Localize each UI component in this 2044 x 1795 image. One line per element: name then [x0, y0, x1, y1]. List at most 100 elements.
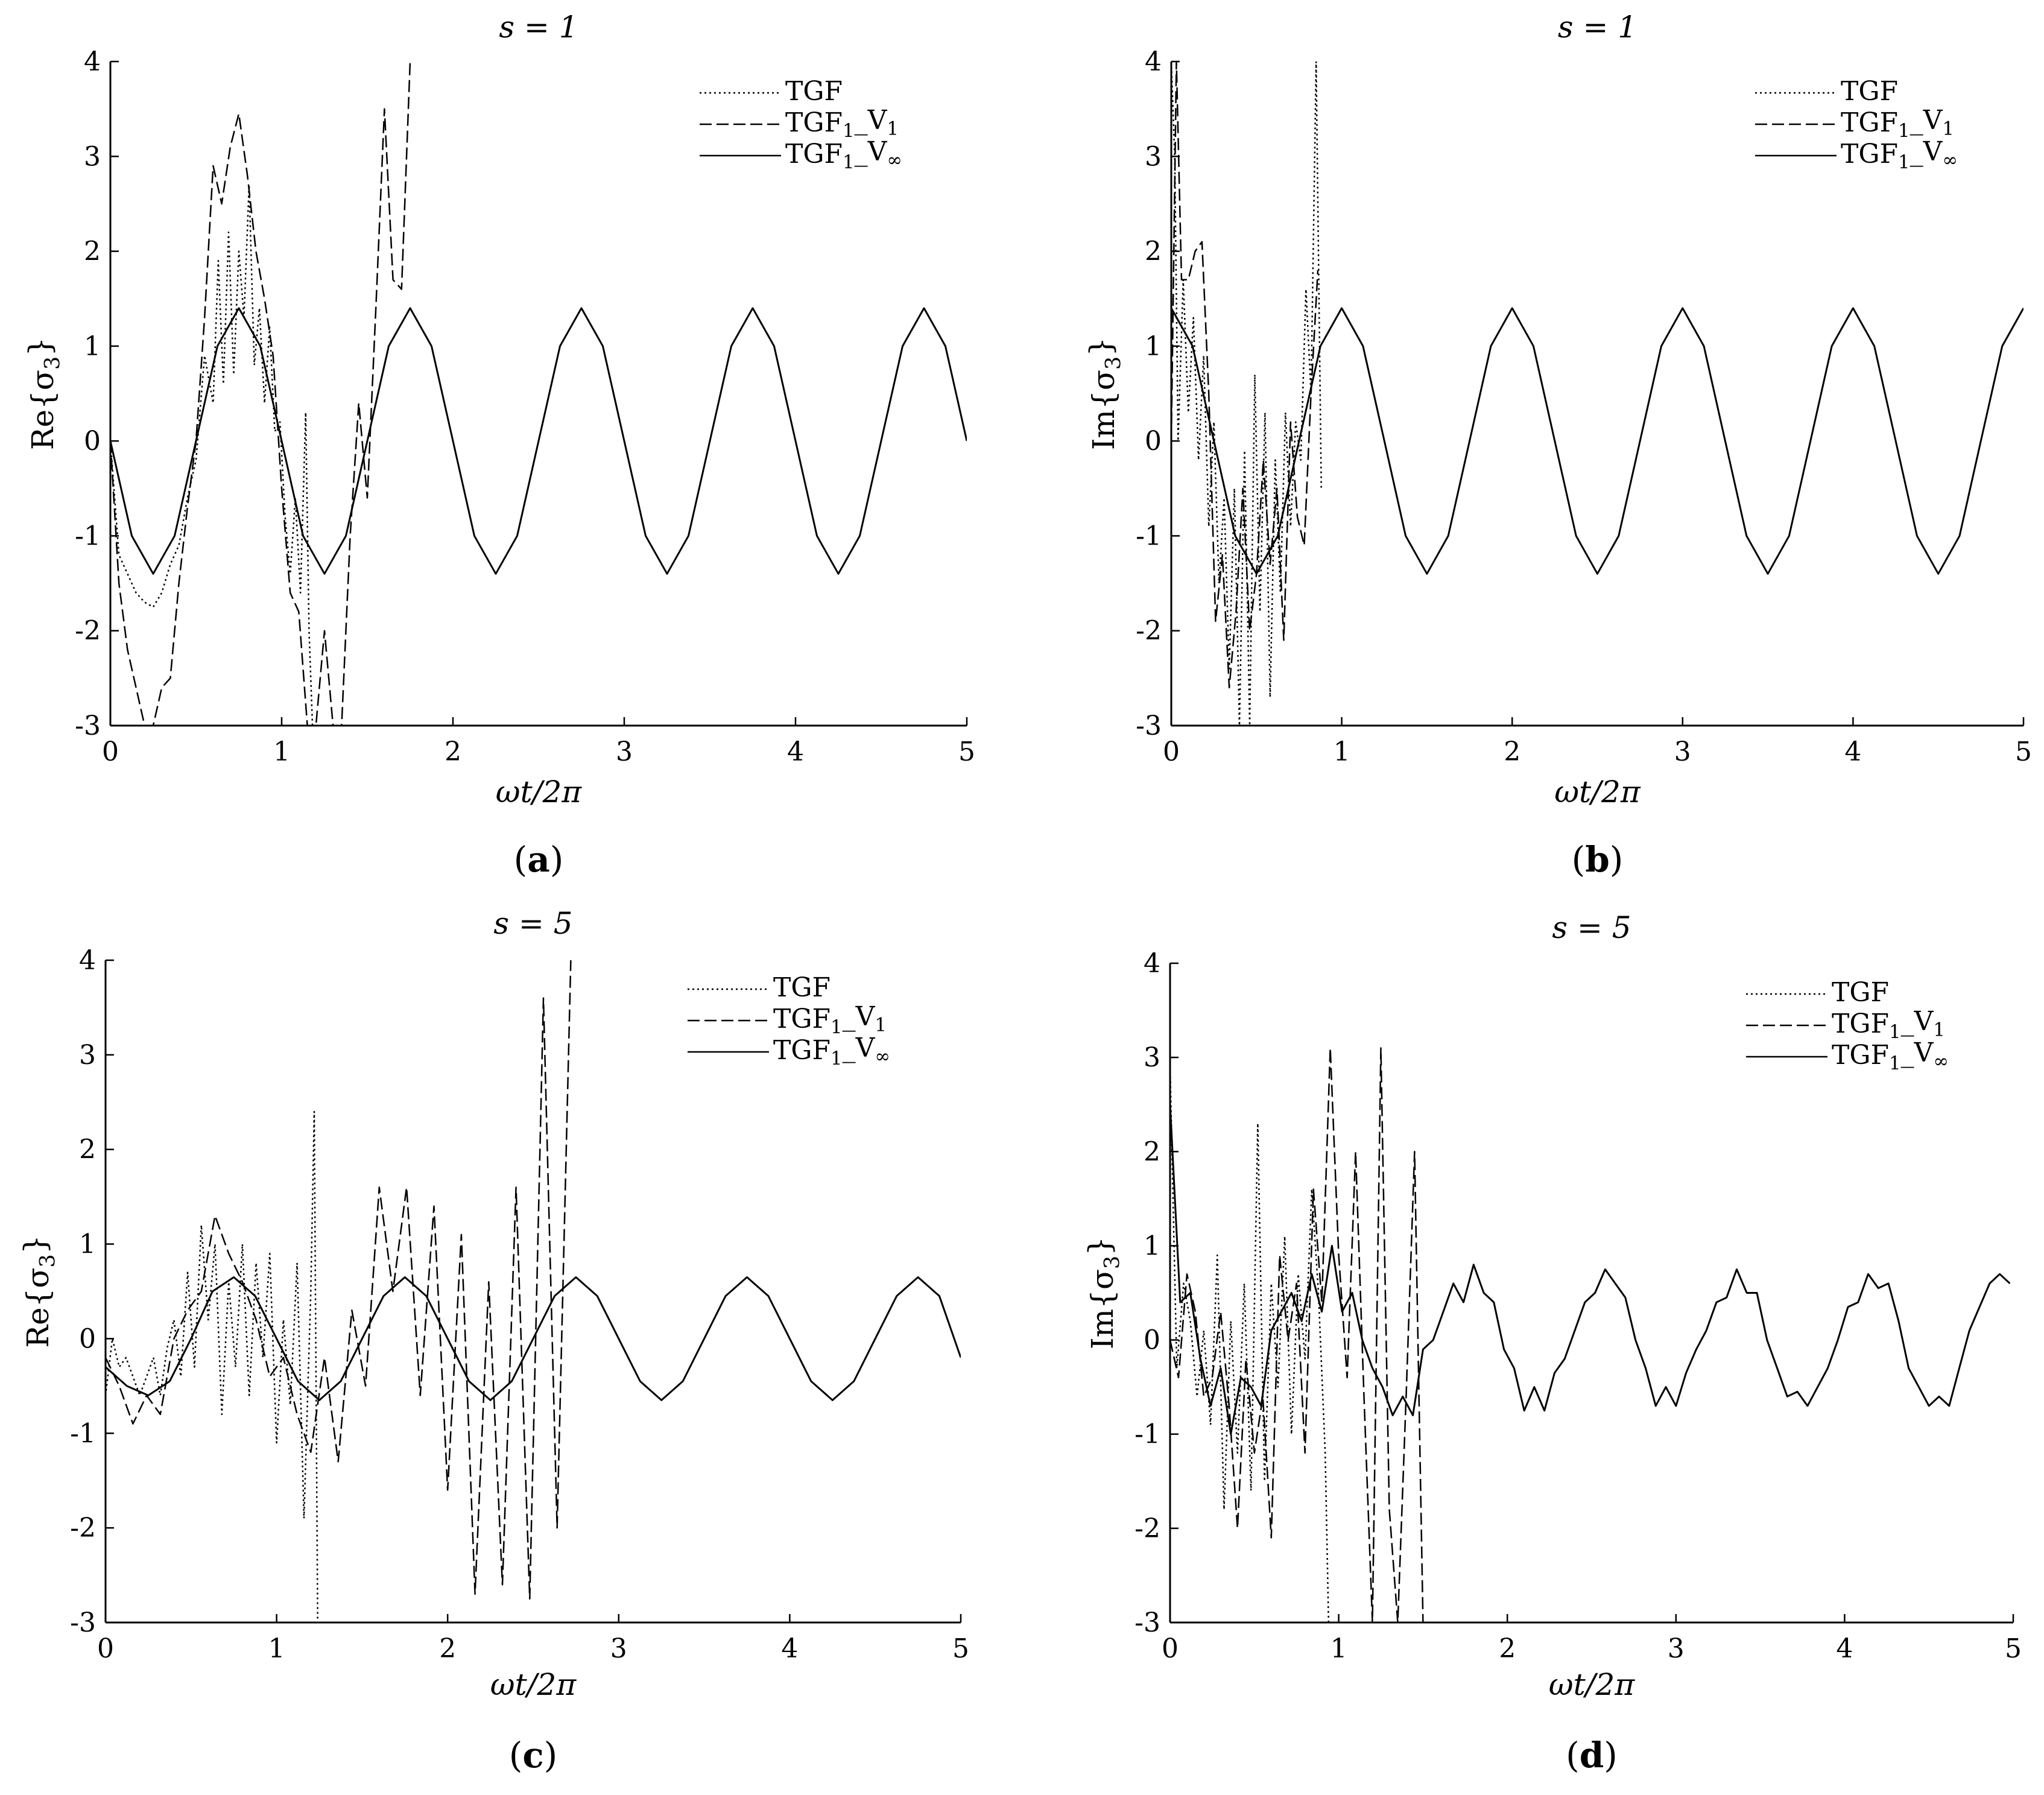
panel-label: (d): [1566, 1735, 1618, 1776]
panel-label: (a): [514, 839, 564, 880]
data-point: [1908, 1368, 1909, 1369]
y-tick-label: 2: [79, 1135, 96, 1165]
data-point: [452, 441, 453, 442]
y-tick-label: 3: [84, 141, 101, 172]
data-point: [1645, 1368, 1646, 1369]
series-line-dashed: [1171, 62, 1319, 689]
x-tick-label: 0: [1163, 736, 1180, 767]
y-axis-label: Re{σ3}: [18, 1235, 60, 1347]
data-point: [249, 1395, 250, 1396]
data-point: [1807, 1405, 1808, 1406]
series-group: [106, 960, 961, 1622]
x-tick-label: 0: [97, 1633, 114, 1664]
data-point: [661, 1400, 662, 1401]
panel-label: (c): [509, 1735, 558, 1776]
data-point: [262, 1357, 263, 1358]
x-axis-label: ωt/2π: [1549, 1667, 1636, 1702]
data-point: [1174, 156, 1175, 157]
data-point: [1544, 1410, 1545, 1411]
data-point: [1245, 1358, 1246, 1359]
data-point: [213, 165, 214, 166]
data-point: [1220, 1311, 1221, 1312]
y-tick-label: 0: [84, 426, 101, 457]
y-tick-label: -2: [70, 1513, 96, 1543]
series-line-solid: [1170, 1104, 2011, 1436]
data-point: [1254, 1452, 1255, 1453]
data-point: [204, 317, 205, 318]
legend-label: TGF1_V∞: [1841, 136, 1958, 173]
data-point: [960, 1357, 961, 1358]
data-point: [1847, 1306, 1848, 1307]
x-tick-label: 3: [616, 736, 633, 767]
x-tick-label: 1: [1330, 1633, 1347, 1664]
data-point: [490, 1400, 491, 1401]
data-point: [1190, 1321, 1191, 1322]
data-point: [1203, 355, 1204, 356]
legend-label: TGF: [1841, 76, 1898, 107]
data-point: [305, 412, 306, 413]
y-axis-label: Re{σ3}: [23, 337, 65, 450]
data-point: [1414, 1151, 1415, 1152]
data-point: [153, 1357, 154, 1358]
data-point: [1810, 441, 1811, 442]
data-point: [144, 602, 145, 603]
legend-label: TGF: [1832, 977, 1889, 1008]
x-tick-label: 3: [610, 1633, 627, 1664]
data-point: [1342, 1311, 1343, 1312]
y-tick-label: -2: [75, 616, 101, 647]
panel-label: (b): [1572, 839, 1624, 880]
data-point: [1827, 1368, 1828, 1369]
data-point: [1372, 1368, 1373, 1369]
series-line-dotted: [110, 184, 314, 726]
y-tick-label: -1: [1136, 521, 1162, 551]
data-point: [1297, 516, 1298, 517]
data-point: [1234, 488, 1235, 489]
legend-label: TGF1_V∞: [773, 1033, 890, 1069]
y-tick-label: 1: [79, 1229, 96, 1260]
data-point: [1183, 1283, 1184, 1284]
data-point: [1605, 1269, 1606, 1270]
data-point: [358, 403, 359, 404]
data-point: [238, 113, 239, 114]
data-point: [1178, 1377, 1179, 1378]
legend-label: TGF1_V∞: [1832, 1037, 1949, 1074]
x-tick-label: 2: [445, 736, 461, 767]
data-point: [233, 374, 234, 375]
series-group: [1171, 62, 2023, 726]
data-point: [1959, 1368, 1960, 1369]
x-tick-label: 4: [1836, 1633, 1853, 1664]
x-axis-label: ωt/2π: [496, 774, 583, 809]
data-point: [1283, 640, 1284, 641]
y-tick-label: -3: [75, 711, 101, 741]
data-point: [1473, 1264, 1474, 1265]
data-point: [709, 441, 710, 442]
data-point: [112, 1338, 113, 1339]
data-point: [1888, 1283, 1889, 1284]
data-point: [1898, 1321, 1899, 1322]
data-point: [1574, 1330, 1575, 1331]
y-tick-label: -1: [1134, 1419, 1160, 1450]
data-point: [1675, 1405, 1676, 1406]
data-point: [1615, 1283, 1616, 1284]
data-point: [1787, 1396, 1788, 1397]
data-point: [254, 365, 255, 366]
data-point: [538, 441, 539, 442]
data-point: [832, 1400, 833, 1401]
data-point: [1389, 1509, 1390, 1510]
data-point: [1219, 583, 1220, 584]
series-line-dashed: [1170, 1047, 1430, 1622]
data-point: [1736, 1269, 1737, 1270]
legend-label: TGF: [773, 972, 831, 1003]
data-point: [228, 232, 229, 233]
x-tick-label: 1: [268, 1633, 285, 1664]
y-tick-label: 2: [1145, 236, 1162, 267]
data-point: [1989, 1283, 1990, 1284]
data-point: [1203, 1396, 1204, 1397]
data-point: [1463, 1302, 1464, 1303]
series-line-dashed: [110, 62, 411, 726]
data-point: [1237, 1452, 1238, 1453]
y-tick-label: 1: [84, 331, 101, 362]
data-point: [1524, 1410, 1525, 1411]
data-point: [139, 1395, 140, 1396]
